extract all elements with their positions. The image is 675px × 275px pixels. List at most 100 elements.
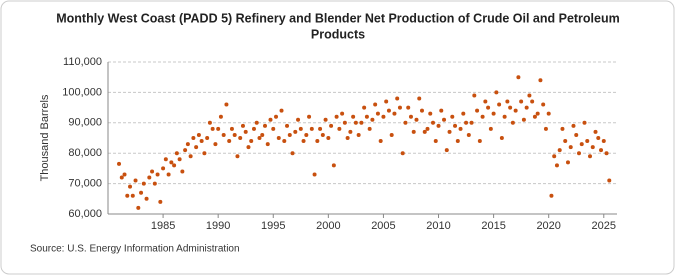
- point: [384, 99, 389, 104]
- point: [510, 120, 515, 125]
- point: [216, 126, 221, 131]
- point: [411, 129, 416, 134]
- point: [323, 117, 328, 122]
- point: [279, 108, 284, 113]
- point: [554, 163, 559, 168]
- point: [469, 120, 474, 125]
- point: [268, 117, 273, 122]
- point: [174, 151, 179, 156]
- point: [604, 151, 609, 156]
- point: [458, 126, 463, 131]
- point: [370, 117, 375, 122]
- point: [444, 148, 449, 153]
- point: [491, 111, 496, 116]
- point: [475, 108, 480, 113]
- y-axis-label: Thousand Barrels: [39, 94, 51, 181]
- point: [312, 172, 317, 177]
- point: [147, 175, 152, 180]
- point: [378, 139, 383, 144]
- point: [290, 151, 295, 156]
- point: [590, 145, 595, 150]
- point: [508, 105, 513, 110]
- point: [549, 193, 554, 198]
- point: [345, 136, 350, 140]
- point: [249, 139, 254, 144]
- point: [601, 139, 606, 144]
- y-tick-label: 80,000: [68, 147, 102, 159]
- point: [596, 136, 601, 140]
- point: [152, 181, 157, 186]
- point: [125, 193, 130, 198]
- point: [576, 151, 581, 156]
- point: [218, 114, 223, 119]
- point: [483, 99, 488, 104]
- point: [419, 108, 424, 113]
- chart-title: Monthly West Coast (PADD 5) Refinery and…: [56, 11, 619, 25]
- point: [442, 117, 447, 122]
- point: [210, 126, 215, 131]
- point: [397, 105, 402, 110]
- point: [571, 123, 576, 128]
- point: [389, 132, 394, 137]
- point: [213, 142, 218, 147]
- point: [353, 120, 358, 125]
- point: [227, 139, 232, 144]
- point: [334, 114, 339, 119]
- point: [161, 166, 166, 171]
- point: [196, 132, 201, 137]
- point: [417, 96, 422, 101]
- point: [433, 139, 438, 144]
- point: [400, 151, 405, 156]
- point: [535, 111, 540, 116]
- point: [488, 126, 493, 131]
- point: [298, 126, 303, 131]
- point: [274, 114, 279, 119]
- y-tick-label: 100,000: [62, 86, 102, 98]
- point: [150, 169, 155, 174]
- y-tick-label: 110,000: [63, 56, 102, 68]
- point: [141, 181, 146, 186]
- point: [166, 172, 171, 177]
- point: [499, 136, 504, 140]
- point: [221, 132, 226, 137]
- point: [538, 78, 543, 83]
- point: [359, 120, 364, 125]
- point: [466, 132, 471, 137]
- point: [557, 148, 562, 153]
- point: [188, 154, 193, 159]
- x-tick-label: 2000: [316, 220, 340, 232]
- point: [574, 132, 579, 137]
- point: [593, 129, 598, 134]
- point: [494, 90, 499, 95]
- point: [513, 108, 518, 113]
- point: [229, 126, 234, 131]
- point: [461, 111, 466, 116]
- point: [262, 123, 267, 128]
- point: [172, 163, 177, 168]
- point: [582, 120, 587, 125]
- point: [136, 205, 141, 210]
- point: [235, 154, 240, 159]
- point: [428, 111, 433, 116]
- point: [439, 108, 444, 113]
- y-tick-label: 60,000: [68, 208, 102, 220]
- point: [524, 105, 529, 110]
- point: [472, 93, 477, 98]
- point: [337, 126, 342, 131]
- point: [117, 161, 122, 166]
- point: [431, 120, 436, 125]
- point: [453, 123, 458, 128]
- point: [205, 136, 210, 140]
- point: [373, 102, 378, 107]
- point: [497, 102, 502, 107]
- point: [285, 123, 290, 128]
- point: [307, 114, 312, 119]
- point: [185, 142, 190, 147]
- point: [425, 126, 430, 131]
- point: [169, 160, 174, 165]
- point: [450, 114, 455, 119]
- point: [155, 172, 160, 177]
- point: [158, 199, 163, 204]
